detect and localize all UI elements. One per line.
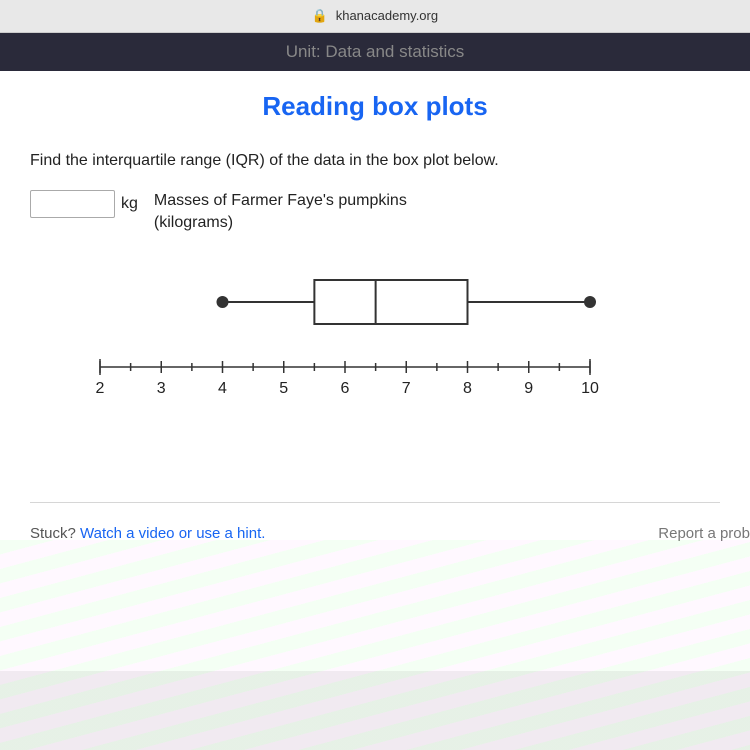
chart-title: Masses of Farmer Faye's pumpkins (kilogr… bbox=[154, 190, 407, 233]
lock-icon: 🔒 bbox=[312, 8, 328, 23]
boxplot-svg: 2 3 4 5 6 7 8 9 10 bbox=[70, 247, 630, 427]
chart-title-line1: Masses of Farmer Faye's pumpkins bbox=[154, 192, 407, 209]
svg-text:5: 5 bbox=[279, 380, 288, 397]
question-prompt: Find the interquartile range (IQR) of th… bbox=[30, 152, 720, 170]
svg-text:4: 4 bbox=[218, 380, 227, 397]
stuck-label: Stuck? bbox=[30, 525, 80, 542]
svg-text:8: 8 bbox=[463, 380, 472, 397]
svg-text:6: 6 bbox=[341, 380, 350, 397]
unit-header-band: Unit: Data and statistics bbox=[0, 33, 750, 71]
svg-text:7: 7 bbox=[402, 380, 411, 397]
report-problem-link[interactable]: Report a prob bbox=[658, 525, 750, 542]
svg-text:10: 10 bbox=[581, 380, 599, 397]
page-title: Reading box plots bbox=[0, 71, 750, 152]
answer-row: kg Masses of Farmer Faye's pumpkins (kil… bbox=[30, 190, 720, 233]
help-row: Stuck? Watch a video or use a hint. Repo… bbox=[0, 503, 750, 542]
boxplot-chart: 2 3 4 5 6 7 8 9 10 bbox=[70, 247, 720, 432]
svg-text:3: 3 bbox=[157, 380, 166, 397]
answer-input-wrap: kg bbox=[30, 190, 138, 218]
url-text: khanacademy.org bbox=[336, 8, 438, 23]
answer-input[interactable] bbox=[30, 190, 115, 218]
question-area: Find the interquartile range (IQR) of th… bbox=[0, 152, 750, 432]
content-area: Reading box plots Find the interquartile… bbox=[0, 71, 750, 671]
unit-label: kg bbox=[121, 195, 138, 213]
chart-title-line2: (kilograms) bbox=[154, 214, 233, 231]
browser-url-bar: 🔒 khanacademy.org bbox=[0, 0, 750, 33]
unit-title: Unit: Data and statistics bbox=[286, 42, 465, 62]
hint-link[interactable]: Watch a video or use a hint. bbox=[80, 525, 265, 542]
svg-text:2: 2 bbox=[96, 380, 105, 397]
svg-text:9: 9 bbox=[524, 380, 533, 397]
